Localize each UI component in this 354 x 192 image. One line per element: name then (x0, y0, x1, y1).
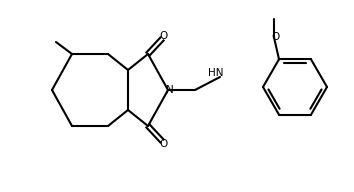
Text: O: O (160, 139, 168, 149)
Text: O: O (160, 31, 168, 41)
Text: N: N (166, 85, 174, 95)
Text: HN: HN (208, 68, 224, 78)
Text: O: O (272, 32, 280, 42)
